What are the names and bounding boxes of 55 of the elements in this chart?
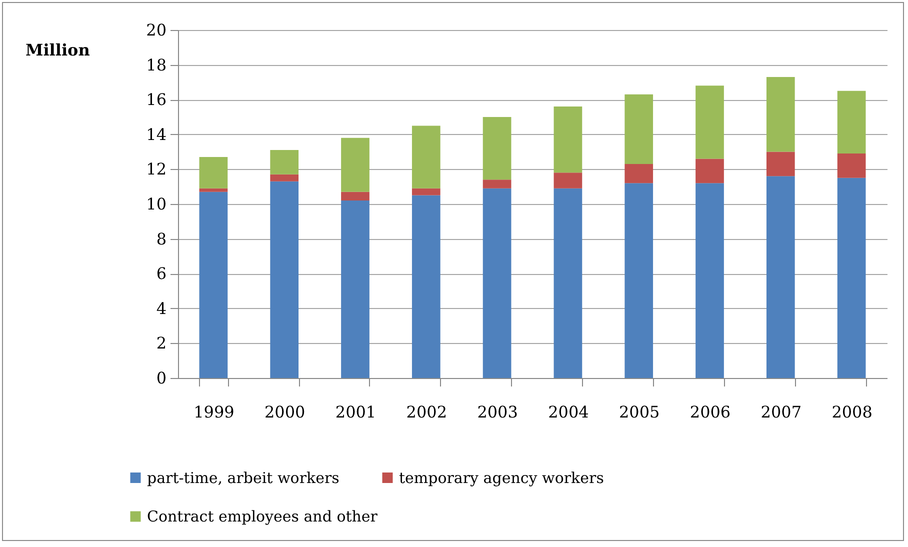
legend-label: temporary agency workers xyxy=(399,468,604,487)
bar xyxy=(624,164,654,184)
bar xyxy=(412,195,440,378)
x-tick-label: 2001 xyxy=(335,402,376,422)
bar xyxy=(270,150,299,174)
y-tick-label: 0 xyxy=(156,368,166,388)
bar xyxy=(482,180,512,188)
legend-label: part-time, arbeit workers xyxy=(147,468,340,487)
bar xyxy=(696,158,724,184)
x-tick-label: 1999 xyxy=(194,402,234,422)
x-tick-label: 2006 xyxy=(690,402,731,422)
bar xyxy=(837,154,866,178)
y-tick-label: 16 xyxy=(146,90,166,110)
bar xyxy=(624,94,654,164)
y-axis-title: Million xyxy=(26,40,90,60)
bar xyxy=(837,90,866,154)
bar xyxy=(482,188,512,378)
bar xyxy=(837,178,866,378)
bar xyxy=(696,183,724,378)
bar xyxy=(341,192,370,201)
legend-label: Contract employees and other xyxy=(147,508,378,526)
bar xyxy=(341,200,370,378)
bar xyxy=(766,76,795,152)
bar xyxy=(412,188,440,196)
bar xyxy=(199,192,228,378)
bar xyxy=(482,117,512,180)
bar xyxy=(412,126,440,188)
y-tick-label: 20 xyxy=(146,20,166,40)
y-tick-label: 12 xyxy=(146,160,166,179)
x-tick-label: 2002 xyxy=(406,402,448,422)
x-tick-label: 2007 xyxy=(760,402,802,422)
y-tick-label: 18 xyxy=(146,55,166,74)
x-tick-label: 2003 xyxy=(477,402,518,422)
bar xyxy=(270,174,299,182)
x-tick-label: 2005 xyxy=(618,402,660,422)
y-tick-label: 2 xyxy=(156,334,166,353)
bar xyxy=(766,176,795,378)
bar xyxy=(766,152,795,176)
y-tick-label: 10 xyxy=(146,194,166,214)
y-tick-label: 14 xyxy=(146,124,166,144)
bar xyxy=(341,138,370,192)
y-tick-label: 4 xyxy=(156,298,166,318)
bar xyxy=(696,86,724,159)
bar xyxy=(554,172,582,188)
y-tick-label: 8 xyxy=(156,229,166,248)
bar xyxy=(554,106,582,173)
bar xyxy=(199,188,228,192)
x-tick-label: 2004 xyxy=(548,402,589,422)
y-tick-label: 6 xyxy=(156,264,166,284)
bar xyxy=(624,183,654,378)
bar xyxy=(554,188,582,378)
bar xyxy=(199,157,228,188)
x-tick-label: 2008 xyxy=(832,402,872,422)
x-tick-label: 2000 xyxy=(264,402,306,422)
bar xyxy=(270,181,299,378)
